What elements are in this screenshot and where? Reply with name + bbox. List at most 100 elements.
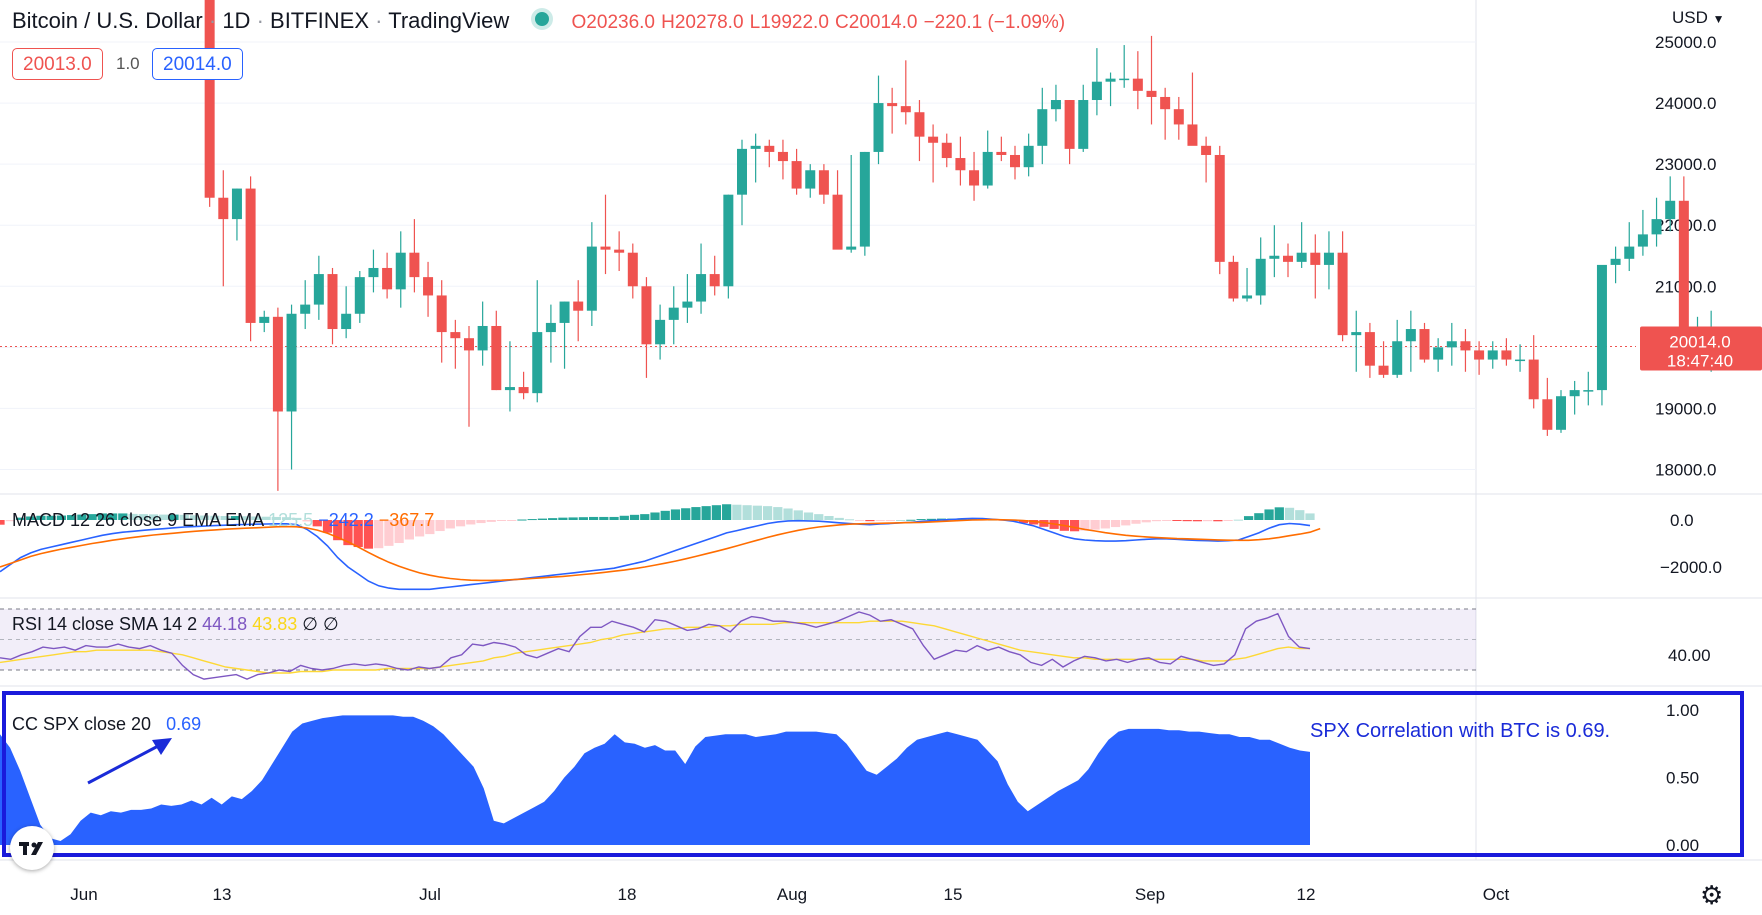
candle-body: [682, 301, 693, 308]
gear-icon[interactable]: ⚙: [1700, 880, 1724, 910]
candle-body: [395, 252, 406, 290]
macd-tick-label: −2000.0: [1660, 558, 1722, 577]
candle-body: [805, 170, 816, 189]
signal-line: [0, 518, 1321, 582]
rsi-name: RSI 14 close SMA 14 2: [12, 614, 198, 634]
x-tick-label: Oct: [1483, 885, 1510, 904]
macd-histogram-bar: [148, 514, 159, 520]
candle-body: [1610, 258, 1621, 265]
cc-area: [0, 715, 1310, 845]
tradingview-logo-shape: [19, 842, 43, 855]
candle-body: [1487, 350, 1498, 360]
macd-histogram-bar: [1018, 520, 1029, 524]
macd-histogram-bar: [773, 507, 783, 520]
macd-histogram-bar: [97, 513, 107, 520]
macd-histogram-bar: [1182, 520, 1192, 522]
candle-body: [245, 188, 256, 323]
macd-histogram-bar: [527, 519, 537, 521]
brand-label: TradingView: [388, 8, 510, 33]
macd-histogram-bar: [1100, 520, 1110, 529]
macd-histogram-bar: [189, 515, 200, 520]
cc-legend[interactable]: CC SPX close 20 0.69: [12, 714, 201, 735]
macd-histogram-bar: [1203, 520, 1213, 522]
candle-body: [655, 319, 666, 345]
macd-histogram-bar: [466, 520, 476, 525]
candle-body: [1173, 109, 1184, 125]
candle-body: [1242, 295, 1253, 299]
candle-body: [1542, 399, 1553, 430]
candle-body: [723, 194, 734, 287]
macd-histogram-bar: [803, 512, 814, 520]
spread-value: 1.0: [116, 54, 140, 73]
macd-histogram-bar: [507, 520, 517, 521]
macd-histogram-bar: [548, 518, 558, 520]
sell-button[interactable]: 20013.0: [12, 48, 103, 80]
rsi-legend[interactable]: RSI 14 close SMA 14 2 44.18 43.83 ∅ ∅: [12, 614, 339, 635]
macd-histogram-bar: [230, 516, 241, 520]
candle-body: [545, 322, 556, 333]
candle-body: [1050, 100, 1061, 110]
candle-body: [1364, 332, 1375, 366]
ohlc-change: −220.1 (−1.09%): [923, 12, 1066, 33]
macd-signal-value: −367.7: [378, 510, 435, 530]
macd-histogram-bar: [1029, 520, 1039, 525]
macd-histogram-bar: [875, 520, 885, 521]
candle-body: [941, 142, 952, 159]
candle-body: [1187, 124, 1198, 146]
candle-body: [1132, 78, 1143, 91]
rsi-sma-line: [0, 620, 1310, 674]
candle-body: [409, 252, 420, 278]
rsi-extra-2: ∅: [322, 614, 339, 634]
macd-histogram-bar: [537, 518, 548, 520]
x-tick-label: Jun: [70, 885, 97, 904]
candle-body: [1091, 81, 1102, 101]
candle-body: [1583, 390, 1594, 392]
currency-selector[interactable]: USD ▼: [1672, 8, 1725, 28]
candle-body: [777, 151, 788, 162]
candle-body: [1433, 347, 1444, 360]
arrow-head: [152, 738, 172, 755]
candle-body: [272, 316, 283, 412]
candle-body: [1119, 78, 1130, 81]
rsi-tick-label: 40.00: [1668, 646, 1711, 665]
macd-histogram-bar: [435, 520, 445, 532]
candle-body: [1283, 255, 1293, 262]
buy-button[interactable]: 20014.0: [152, 48, 243, 80]
macd-histogram-bar: [384, 520, 394, 546]
macd-histogram-bar: [363, 520, 374, 549]
macd-histogram-bar: [926, 518, 936, 520]
macd-histogram-bar: [517, 519, 527, 521]
macd-histogram-bar: [15, 517, 26, 520]
candle-body: [873, 103, 884, 152]
candle-body: [1446, 341, 1457, 348]
candle-body: [1146, 90, 1157, 97]
correlation-annotation: SPX Correlation with BTC is 0.69.: [1310, 720, 1611, 742]
candle-body: [1405, 329, 1416, 342]
candle-body: [423, 277, 434, 296]
symbol-name[interactable]: Bitcoin / U.S. Dollar: [12, 8, 203, 33]
macd-histogram-bar: [722, 504, 732, 520]
candle-body: [1378, 365, 1389, 375]
macd-legend[interactable]: MACD 12 26 close 9 EMA EMA 125.5 −242.2 …: [12, 510, 434, 531]
ohlc-open: O20236.0: [571, 12, 655, 33]
macd-histogram-bar: [496, 520, 507, 521]
macd-histogram-bar: [414, 520, 425, 537]
macd-histogram-bar: [1264, 509, 1274, 520]
macd-histogram-bar: [1121, 520, 1131, 526]
tradingview-logo-icon[interactable]: [10, 826, 54, 870]
candle-body: [1460, 341, 1471, 351]
macd-histogram-bar: [1233, 519, 1243, 521]
candle-body: [1651, 219, 1662, 235]
macd-histogram-bar: [1254, 513, 1264, 520]
macd-histogram-bar: [783, 508, 793, 520]
interval-label[interactable]: 1D: [222, 8, 251, 33]
macd-histogram-bar: [1295, 510, 1305, 520]
macd-histogram-bar: [118, 513, 128, 520]
macd-histogram-bar: [159, 514, 169, 520]
x-tick-label: 13: [213, 885, 232, 904]
rsi-value: 44.18: [202, 614, 248, 634]
macd-histogram-bar: [67, 515, 77, 520]
macd-histogram-bar: [26, 516, 36, 520]
cc-name: CC SPX close 20: [12, 714, 152, 734]
